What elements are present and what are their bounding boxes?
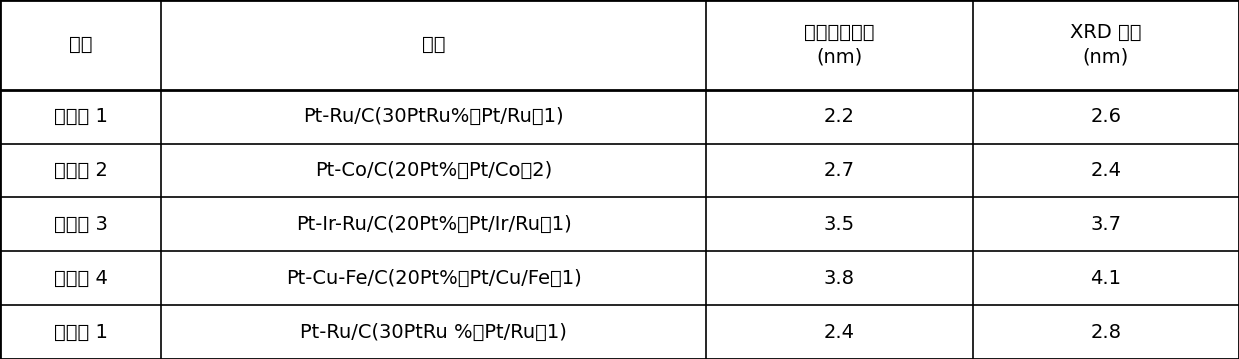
Text: 实施例 2: 实施例 2 — [53, 161, 108, 180]
Text: 3.5: 3.5 — [824, 215, 855, 234]
Text: Pt-Co/C(20Pt%，Pt/Co＝2): Pt-Co/C(20Pt%，Pt/Co＝2) — [315, 161, 553, 180]
Text: 2.7: 2.7 — [824, 161, 855, 180]
Text: 4.1: 4.1 — [1090, 269, 1121, 288]
Text: 实施例 4: 实施例 4 — [53, 269, 108, 288]
Text: Pt-Ru/C(30PtRu%，Pt/Ru＝1): Pt-Ru/C(30PtRu%，Pt/Ru＝1) — [304, 107, 564, 126]
Text: 平均粒子直径
(nm): 平均粒子直径 (nm) — [804, 23, 875, 67]
Text: 2.6: 2.6 — [1090, 107, 1121, 126]
Text: 3.8: 3.8 — [824, 269, 855, 288]
Text: 2.8: 2.8 — [1090, 323, 1121, 341]
Text: Pt-Ir-Ru/C(20Pt%，Pt/Ir/Ru＝1): Pt-Ir-Ru/C(20Pt%，Pt/Ir/Ru＝1) — [296, 215, 571, 234]
Text: 2.2: 2.2 — [824, 107, 855, 126]
Text: 2.4: 2.4 — [824, 323, 855, 341]
Text: 3.7: 3.7 — [1090, 215, 1121, 234]
Text: Pt-Cu-Fe/C(20Pt%，Pt/Cu/Fe＝1): Pt-Cu-Fe/C(20Pt%，Pt/Cu/Fe＝1) — [286, 269, 581, 288]
Text: 对比例 1: 对比例 1 — [53, 323, 108, 341]
Text: 实施例 1: 实施例 1 — [53, 107, 108, 126]
Text: XRD 结果
(nm): XRD 结果 (nm) — [1070, 23, 1141, 67]
Text: 项目: 项目 — [69, 36, 92, 54]
Text: 2.4: 2.4 — [1090, 161, 1121, 180]
Text: Pt-Ru/C(30PtRu %，Pt/Ru＝1): Pt-Ru/C(30PtRu %，Pt/Ru＝1) — [300, 323, 567, 341]
Text: 实施例 3: 实施例 3 — [53, 215, 108, 234]
Text: 样品: 样品 — [422, 36, 445, 54]
